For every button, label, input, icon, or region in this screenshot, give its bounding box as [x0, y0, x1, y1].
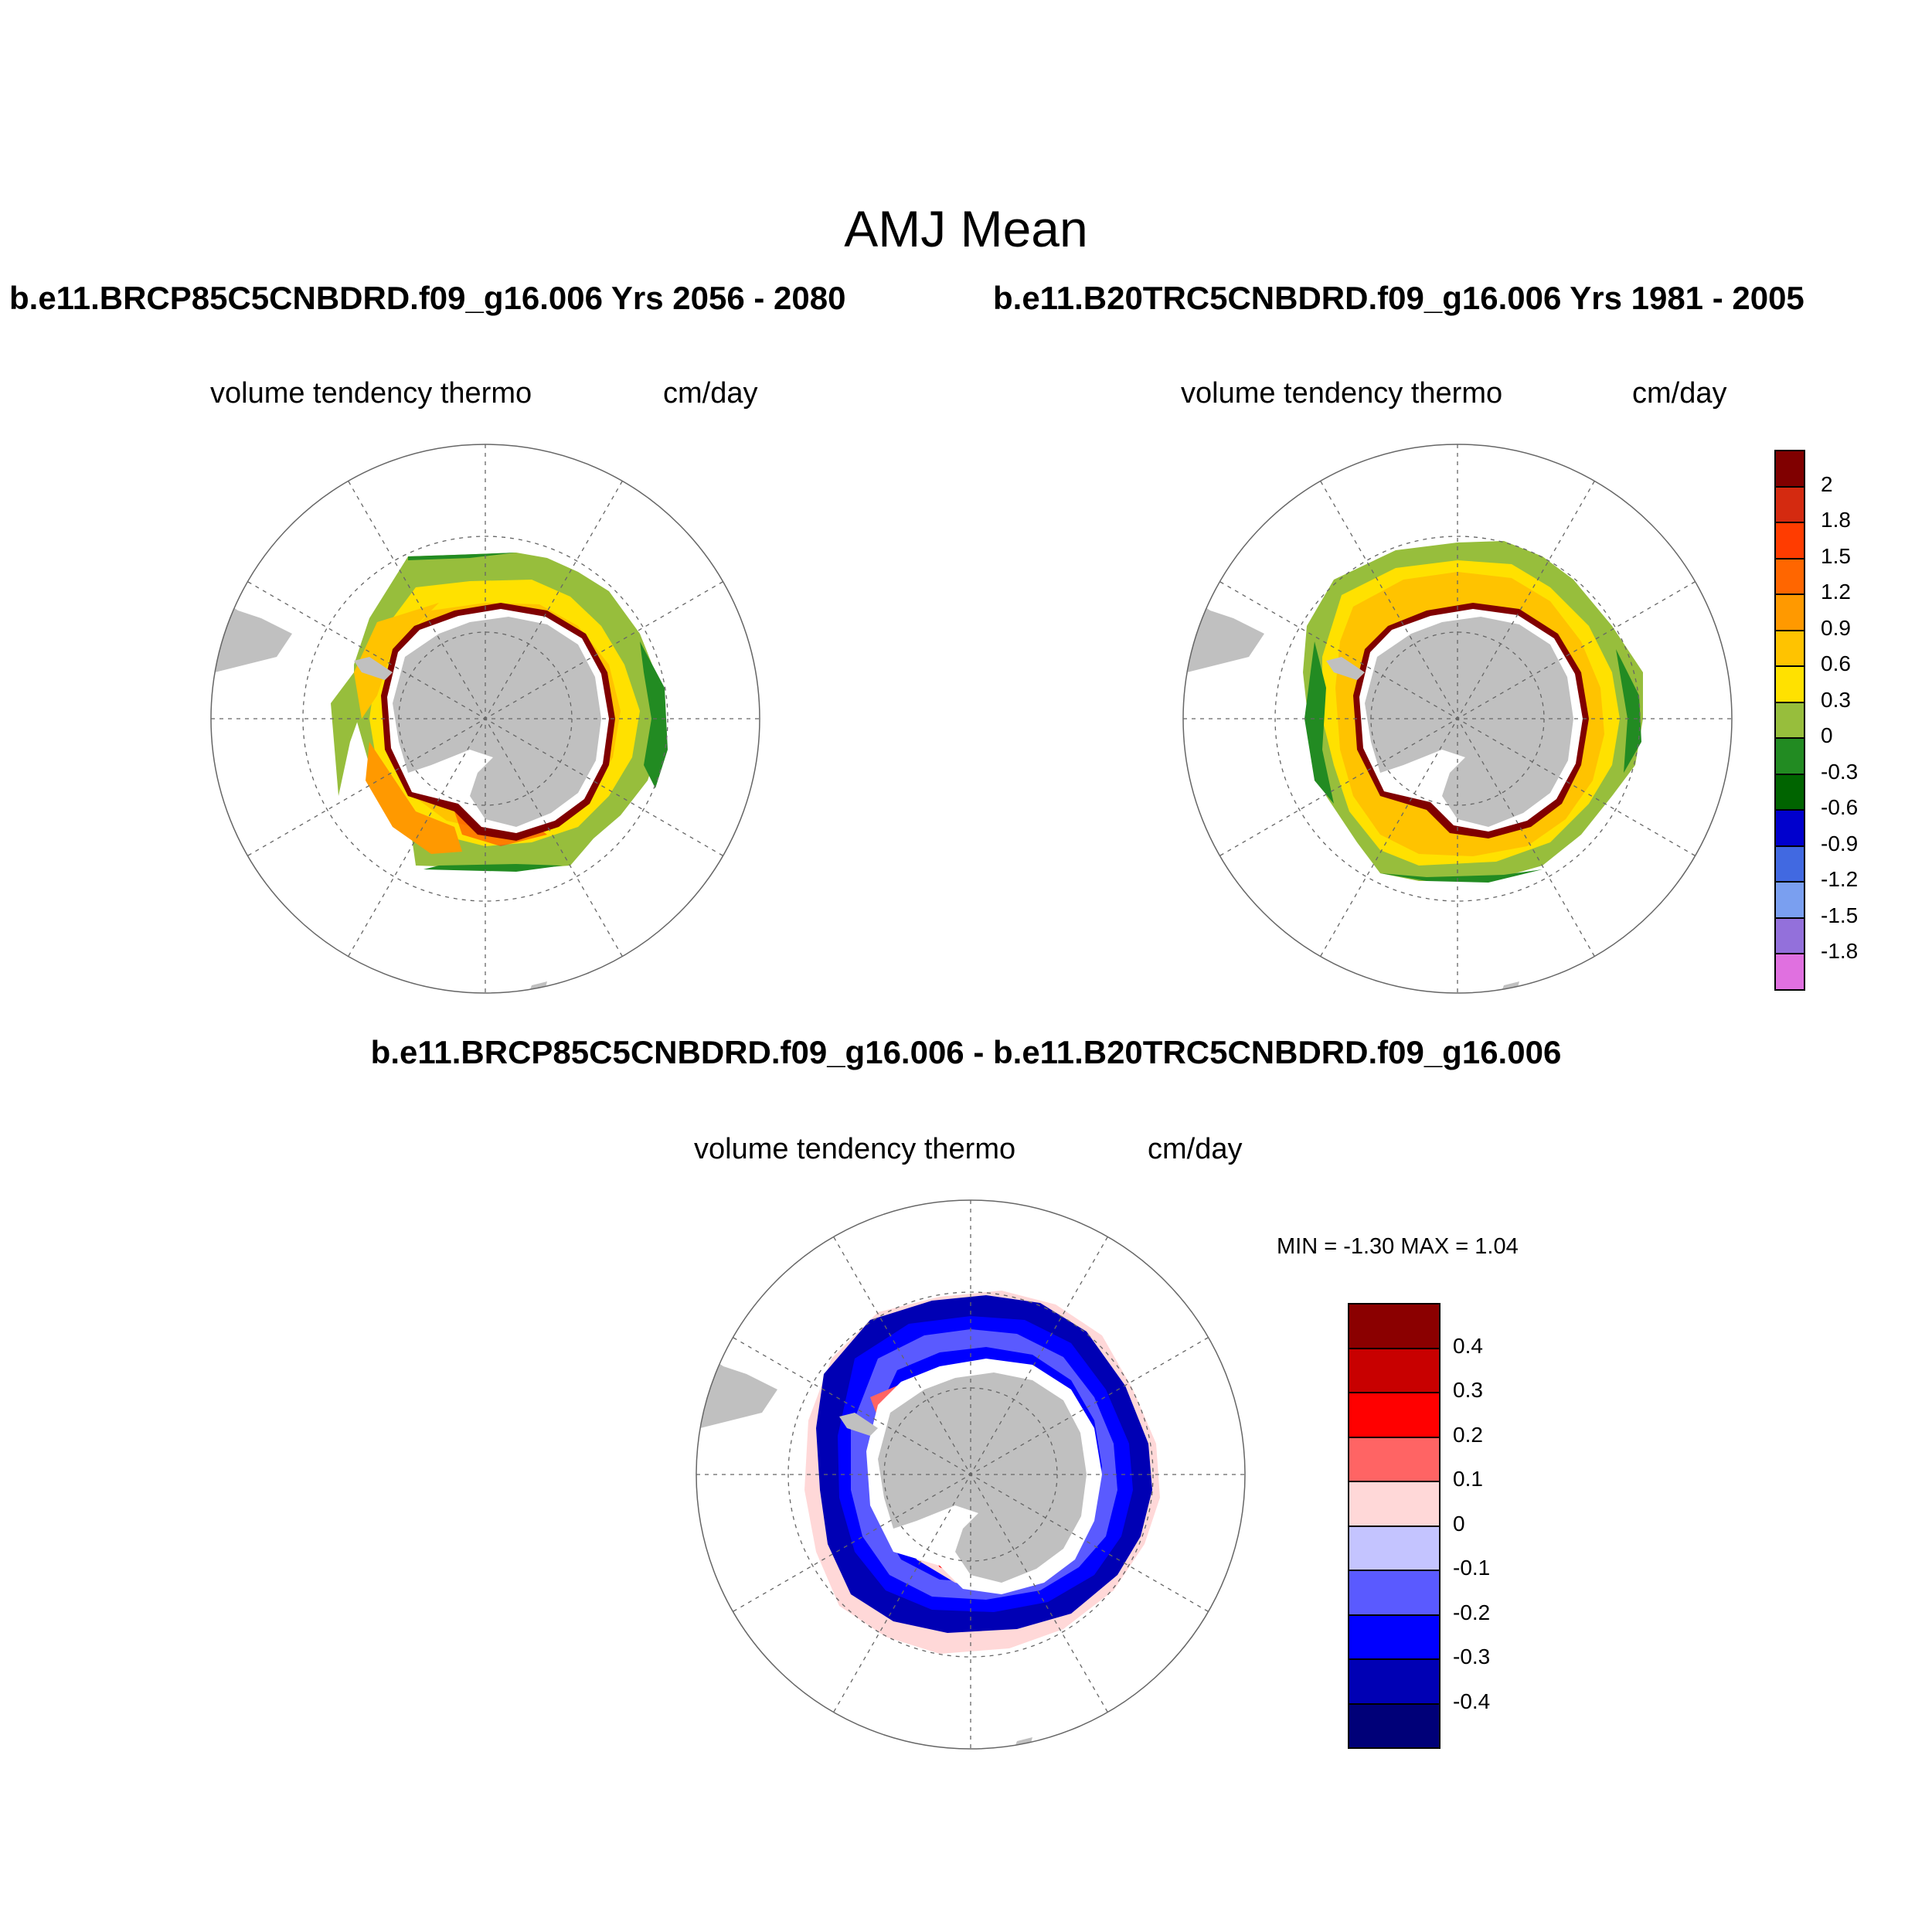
- left-variable-label: volume tendency thermo: [210, 377, 532, 410]
- main-colorbar-label: 1.5: [1821, 543, 1851, 568]
- figure-title: AMJ Mean: [844, 200, 1088, 257]
- main-colorbar-box: [1774, 845, 1805, 883]
- main-colorbar-box: [1774, 450, 1805, 488]
- main-colorbar-box: [1774, 665, 1805, 703]
- main-colorbar-label: 0.3: [1821, 687, 1851, 712]
- main-colorbar-label: -0.3: [1821, 759, 1859, 784]
- diff-colorbar-box: [1348, 1481, 1440, 1527]
- diff-colorbar-box: [1348, 1658, 1440, 1705]
- diff-colorbar-box: [1348, 1614, 1440, 1660]
- main-colorbar-box: [1774, 594, 1805, 631]
- diff-colorbar-box: [1348, 1702, 1440, 1749]
- diff-colorbar-label: -0.2: [1453, 1600, 1491, 1624]
- diff-colorbar-box: [1348, 1570, 1440, 1616]
- main-colorbar-label: 2: [1821, 471, 1833, 496]
- right-variable-label: volume tendency thermo: [1181, 377, 1503, 410]
- main-colorbar-box: [1774, 917, 1805, 954]
- diff-colorbar-label: -0.4: [1453, 1689, 1491, 1713]
- main-colorbar-label: 0.9: [1821, 615, 1851, 640]
- main-colorbar-label: 0: [1821, 723, 1833, 747]
- main-colorbar-label: -1.8: [1821, 939, 1859, 963]
- main-colorbar-box: [1774, 557, 1805, 595]
- main-colorbar-box: [1774, 809, 1805, 847]
- main-colorbar-box: [1774, 881, 1805, 919]
- left-units-label: cm/day: [663, 377, 758, 410]
- diff-colorbar-label: 0.4: [1453, 1333, 1483, 1358]
- diff-colorbar-label: 0.1: [1453, 1467, 1483, 1491]
- diff-colorbar-box: [1348, 1392, 1440, 1438]
- main-colorbar-box: [1774, 773, 1805, 811]
- main-colorbar-box: [1774, 485, 1805, 523]
- main-colorbar-label: 1.2: [1821, 580, 1851, 604]
- right-units-label: cm/day: [1632, 377, 1727, 410]
- main-colorbar-label: -1.2: [1821, 867, 1859, 891]
- diff-colorbar-label: 0.2: [1453, 1422, 1483, 1447]
- historical-polar-map: [1182, 444, 1733, 994]
- main-colorbar-label: -0.9: [1821, 831, 1859, 855]
- diff-colorbar-label: -0.3: [1453, 1645, 1491, 1668]
- diff-colorbar-box: [1348, 1525, 1440, 1571]
- main-colorbar-label: 1.8: [1821, 508, 1851, 532]
- main-colorbar-box: [1774, 737, 1805, 775]
- main-colorbar-box: [1774, 953, 1805, 991]
- diff-colorbar-box: [1348, 1303, 1440, 1349]
- panel-diff-title: b.e11.BRCP85C5CNBDRD.f09_g16.006 - b.e11…: [370, 1034, 1562, 1070]
- diff-units-label: cm/day: [1148, 1133, 1243, 1165]
- diff-colorbar-box: [1348, 1347, 1440, 1393]
- main-colorbar-label: 0.6: [1821, 651, 1851, 675]
- difference-polar-map: [696, 1199, 1246, 1750]
- panel-right-title: b.e11.B20TRC5CNBDRD.f09_g16.006 Yrs 1981…: [993, 280, 1804, 316]
- main-colorbar-box: [1774, 701, 1805, 739]
- diff-colorbar-label: 0.3: [1453, 1378, 1483, 1402]
- diff-colorbar-box: [1348, 1436, 1440, 1482]
- diff-colorbar-label: -0.1: [1453, 1556, 1491, 1580]
- diff-colorbar-label: 0: [1453, 1511, 1465, 1536]
- panel-left-title: b.e11.BRCP85C5CNBDRD.f09_g16.006 Yrs 205…: [9, 280, 846, 316]
- main-colorbar-box: [1774, 629, 1805, 667]
- main-colorbar-box: [1774, 522, 1805, 560]
- diff-min-max: MIN = -1.30 MAX = 1.04: [1277, 1234, 1519, 1259]
- diff-variable-label: volume tendency thermo: [694, 1133, 1016, 1165]
- scenario-polar-map: [210, 444, 760, 994]
- main-colorbar-label: -1.5: [1821, 903, 1859, 927]
- main-colorbar-label: -0.6: [1821, 795, 1859, 819]
